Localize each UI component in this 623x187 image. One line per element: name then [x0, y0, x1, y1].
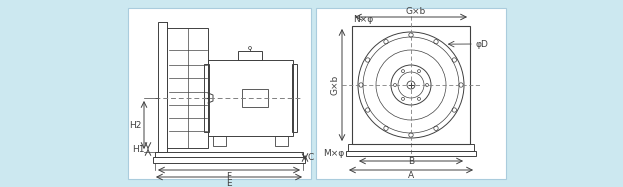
Text: G×b: G×b [331, 75, 340, 95]
Text: A: A [408, 171, 414, 180]
Bar [167, 28, 208, 148]
Text: H2: H2 [128, 120, 141, 130]
Text: H1: H1 [133, 145, 145, 154]
Text: G×b: G×b [406, 7, 426, 16]
Text: M×φ: M×φ [323, 149, 344, 159]
Bar [346, 151, 476, 156]
Text: B: B [408, 157, 414, 165]
Bar [292, 64, 297, 132]
Text: φD: φD [475, 39, 488, 48]
Bar [158, 22, 167, 152]
Bar [213, 136, 226, 146]
Bar [348, 144, 474, 151]
Bar [204, 64, 209, 132]
Text: E: E [226, 179, 232, 187]
Text: N×φ: N×φ [353, 15, 373, 24]
Bar [352, 26, 470, 144]
Bar [153, 157, 305, 163]
Bar [316, 8, 506, 179]
Bar [155, 152, 303, 157]
Bar [242, 89, 268, 107]
Bar [275, 136, 288, 146]
Bar [208, 60, 293, 136]
Text: C: C [307, 153, 313, 162]
Bar [128, 8, 311, 179]
Text: F: F [226, 172, 232, 181]
Bar [238, 51, 262, 60]
